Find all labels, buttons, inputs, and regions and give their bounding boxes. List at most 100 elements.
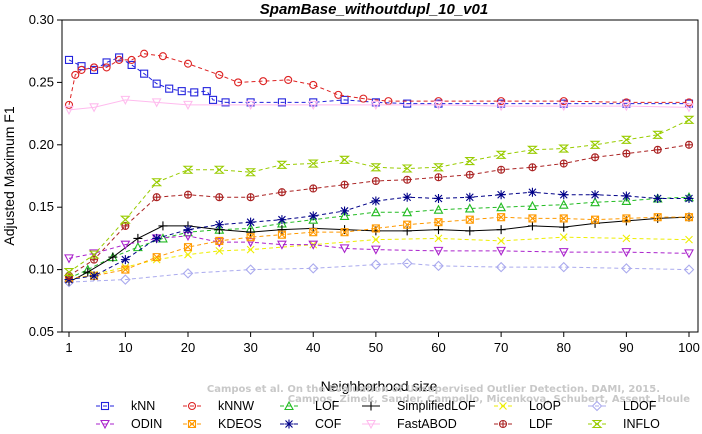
data-point-LoOP [434,234,443,243]
data-point-COF [152,233,162,243]
data-point-LDOF [245,264,256,275]
legend-swatch-marker [591,419,603,429]
data-point-FastABOD [370,100,381,111]
data-point-KDEOS [528,214,537,223]
data-point-ODIN [308,240,319,250]
legend-label: INFLO [623,417,660,431]
legend-swatch-marker [284,400,294,411]
data-point-ODIN [621,248,632,258]
data-point-LoOP [152,255,161,264]
data-point-COF [653,193,663,203]
data-point-FastABOD [64,105,74,116]
data-point-INFLO [464,156,476,166]
data-point-INFLO [401,164,413,173]
data-point-ODIN [89,249,99,259]
data-point-ODIN [496,246,507,257]
data-point-kNNW [127,55,136,64]
data-point-INFLO [652,130,664,139]
data-point-SimplifiedLOF [496,225,506,235]
data-point-ODIN [245,238,256,248]
data-point-ODIN [277,240,287,250]
data-point-KDEOS [277,230,286,239]
data-point-KDEOS [183,243,193,252]
credit-line-2: Campos, Zimek, Sander, Campello, Micenko… [288,394,690,405]
legend-item-LDF: LDF [494,417,553,431]
data-point-LoOP [685,235,693,244]
data-point-LDF [277,188,286,197]
data-point-COF [308,211,318,221]
data-point-LDF [183,190,193,199]
data-point-KDEOS [684,213,694,222]
data-point-LoOP [559,233,568,242]
legend-swatch-marker [366,401,376,411]
series-line-LDOF [68,262,690,283]
data-point-kNN [90,65,99,74]
series-line-kNNW [68,53,689,105]
legend-item-ODIN: ODIN [96,417,162,431]
series-line-INFLO [68,119,690,273]
data-point-kNN [115,53,124,62]
plot-frame [61,19,699,333]
data-point-FastABOD [151,98,162,108]
data-point-LOF [433,204,444,214]
legend-label: kNNW [218,399,254,413]
y-tick-label: 0.20 [29,137,54,152]
data-point-INFLO [683,115,695,124]
data-point-LDF [403,175,412,184]
legend-label: KDEOS [218,417,262,431]
data-point-COF [120,255,130,265]
data-point-SimplifiedLOF [158,221,168,231]
y-tick-label: 0.30 [29,12,54,27]
data-point-LDF [684,140,694,149]
data-point-LDF [622,149,631,158]
data-point-LoOP [497,237,506,245]
data-point-COF [246,217,256,227]
legend-item-FastABOD: FastABOD [362,417,457,431]
data-point-COF [277,215,287,225]
data-point-ODIN [64,254,74,264]
data-point-LOF [370,207,381,217]
data-point-ODIN [558,248,569,258]
data-point-COF [590,190,600,200]
data-point-kNNW [284,75,293,84]
data-point-LDF [246,193,255,202]
legend-item-kNN: kNN [96,399,155,413]
data-point-kNN [64,55,74,64]
data-point-kNN [190,88,199,97]
data-point-ODIN [433,246,444,257]
data-point-KDEOS [653,213,662,222]
series-line-LoOP [68,236,690,281]
data-point-INFLO [276,160,288,169]
data-point-ODIN [339,244,350,254]
legend-item-COF: COF [280,417,342,431]
data-point-LoOP [184,250,192,259]
data-point-LDOF [495,261,507,273]
data-point-LOF [590,197,600,207]
x-tick-label: 70 [494,340,508,355]
data-point-kNNW [334,90,343,99]
data-point-COF [214,220,224,230]
legend: kNN kNNW LOF SimplifiedLOF LoOP LDOF ODIN KDEOS… [96,399,660,431]
data-point-COF [684,193,694,203]
x-tick-label: 50 [369,340,383,355]
x-tick-label: 10 [118,340,132,355]
data-point-INFLO [339,155,351,164]
data-point-kNNW [158,52,167,61]
series-line-FastABOD [68,99,690,111]
series-line-KDEOS [68,216,689,279]
x-axis-label: Neighborhood size [321,378,438,394]
legend-swatch-marker [187,401,197,411]
data-point-INFLO [119,215,131,224]
data-point-LoOP [246,245,255,254]
data-point-kNNW [115,55,124,64]
data-point-LOF [132,241,143,252]
data-point-LOF [527,200,538,211]
data-point-KDEOS [434,218,443,227]
series-line-ODIN [68,235,690,259]
data-point-LDOF [120,274,131,285]
legend-item-SimplifiedLOF: SimplifiedLOF [362,399,476,413]
data-point-COF [402,192,412,202]
data-point-LoOP [215,246,224,255]
data-point-LDF [497,165,506,174]
